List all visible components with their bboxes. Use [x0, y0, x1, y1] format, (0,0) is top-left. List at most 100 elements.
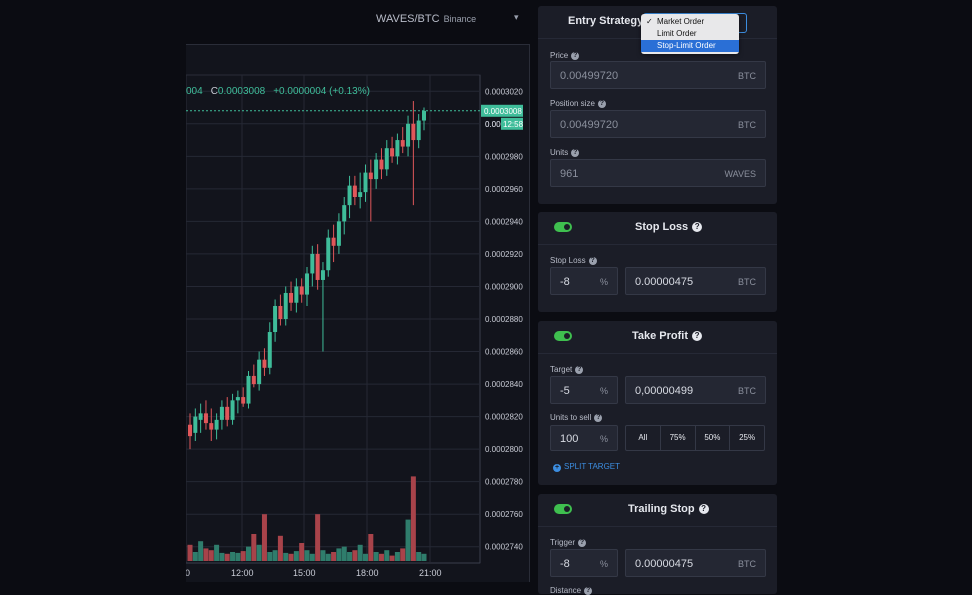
percent-unit: %: [599, 277, 608, 287]
volume-bar: [256, 544, 262, 561]
volume-bar: [384, 550, 390, 561]
take-profit-header: Take Profit?: [538, 321, 777, 354]
pair-selector[interactable]: WAVES/BTC Binance: [376, 13, 476, 25]
volume-bar: [219, 552, 225, 561]
volume-bar: [315, 514, 321, 561]
stop-loss-title: Stop Loss?: [635, 221, 703, 233]
price-label: Price?: [550, 51, 580, 60]
stop-loss-percent-input[interactable]: -8 %: [550, 267, 618, 295]
y-tick-label: 0.0002820: [485, 413, 523, 422]
trailing-stop-title: Trailing Stop?: [628, 503, 709, 515]
help-icon[interactable]: ?: [588, 256, 597, 265]
stop-loss-price-unit: BTC: [738, 277, 756, 287]
percent-unit: %: [599, 434, 608, 444]
sell-75-button[interactable]: 75%: [661, 426, 696, 450]
sell-all-button[interactable]: All: [626, 426, 661, 450]
plus-icon: +: [553, 464, 561, 472]
volume-bar: [410, 476, 416, 561]
candle-body: [315, 253, 320, 280]
volume-bar: [400, 548, 406, 561]
candle-body: [299, 286, 304, 295]
candle-body: [273, 305, 278, 333]
units-to-sell-input[interactable]: 100 %: [550, 425, 618, 451]
help-icon[interactable]: ?: [575, 365, 584, 374]
target-price-input[interactable]: 0,00000499 BTC: [625, 376, 766, 404]
y-tick-label: 0.0002940: [485, 217, 523, 226]
volume-bar: [198, 541, 204, 561]
candle-body: [422, 110, 426, 121]
position-size-unit: BTC: [738, 120, 756, 130]
volume-bar: [272, 550, 278, 561]
candle-body: [406, 123, 411, 147]
take-profit-toggle[interactable]: [554, 331, 572, 341]
price-tag: [481, 104, 523, 117]
trigger-percent-input[interactable]: -8 %: [550, 549, 618, 577]
units-value: 961: [560, 168, 579, 180]
split-target-button[interactable]: + SPLIT TARGET: [553, 462, 621, 472]
y-tick-label: 0.0003020: [485, 87, 523, 96]
candle-body: [278, 305, 283, 319]
sell-25-button[interactable]: 25%: [739, 433, 756, 442]
volume-bar: [304, 550, 310, 561]
volume-bar: [378, 553, 384, 561]
stop-loss-panel: Stop Loss? Stop Loss?: [538, 212, 777, 312]
target-percent-input[interactable]: -5 %: [550, 376, 618, 404]
stop-loss-toggle[interactable]: [554, 222, 572, 232]
time-tag-label: 12:58: [503, 120, 524, 129]
help-icon[interactable]: ?: [571, 51, 580, 60]
price-value: 0.00499720: [560, 70, 619, 82]
candle-body: [379, 159, 384, 170]
help-icon[interactable]: ?: [692, 331, 703, 342]
stop-loss-percent-value: -8: [560, 276, 570, 288]
time-tag: [501, 117, 523, 130]
entry-strategy-dropdown[interactable]: ✓ Market Order Limit Order Stop-Limit Ord…: [641, 14, 739, 54]
sell-50-button[interactable]: 50%: [696, 426, 731, 450]
x-tick-label: 18:00: [356, 568, 379, 578]
volume-bar: [352, 550, 358, 561]
option-limit-order[interactable]: Limit Order: [657, 29, 697, 38]
sell-percent-buttons: All 75% 50% 25%: [625, 425, 765, 451]
help-icon[interactable]: ?: [597, 99, 606, 108]
help-icon[interactable]: ?: [692, 222, 703, 233]
help-icon[interactable]: ?: [698, 504, 709, 515]
help-icon[interactable]: ?: [578, 538, 587, 547]
volume-bar: [261, 514, 267, 561]
units-input[interactable]: 961 WAVES: [550, 159, 766, 187]
candle-body: [326, 237, 331, 271]
candle-body: [411, 123, 416, 141]
trailing-stop-header: Trailing Stop?: [538, 494, 777, 527]
candle-body: [374, 159, 379, 180]
volume-bar: [416, 552, 422, 561]
volume-bar: [293, 551, 299, 561]
price-input[interactable]: 0.00499720 BTC: [550, 61, 766, 89]
x-tick-label: 0: [186, 568, 190, 578]
candle-body: [251, 375, 256, 385]
help-icon[interactable]: ?: [571, 148, 580, 157]
stop-loss-header: Stop Loss?: [538, 212, 777, 245]
trailing-stop-toggle[interactable]: [554, 504, 572, 514]
price-chart[interactable]: 0.00030200.00030000.00029800.00029600.00…: [186, 44, 530, 582]
help-icon[interactable]: ?: [584, 586, 593, 595]
percent-unit: %: [599, 559, 608, 569]
entry-strategy-title: Entry Strategy: [568, 15, 644, 27]
volume-bar: [309, 553, 315, 561]
take-profit-title: Take Profit?: [632, 330, 703, 342]
help-icon[interactable]: ?: [594, 413, 603, 422]
option-stop-limit-order[interactable]: Stop-Limit Order: [641, 40, 739, 52]
position-size-input[interactable]: 0.00499720 BTC: [550, 110, 766, 138]
candle-body: [214, 419, 219, 430]
volume-bar: [325, 553, 331, 561]
candle-body: [347, 185, 352, 206]
target-label: Target?: [550, 365, 584, 374]
trigger-price-input[interactable]: 0.00000475 BTC: [625, 549, 766, 577]
chart-canvas[interactable]: 0.00030200.00030000.00029800.00029600.00…: [186, 45, 530, 583]
y-tick-label: 0.0002900: [485, 282, 523, 291]
volume-bar: [363, 553, 368, 561]
candle-body: [267, 332, 272, 368]
volume-bar: [341, 546, 347, 561]
chart-toolbar: [186, 0, 530, 44]
candle-body: [310, 253, 315, 274]
stop-loss-price-input[interactable]: 0.00000475 BTC: [625, 267, 766, 295]
chevron-down-icon[interactable]: ▾: [514, 12, 519, 22]
option-market-order[interactable]: ✓ Market Order: [646, 17, 705, 26]
